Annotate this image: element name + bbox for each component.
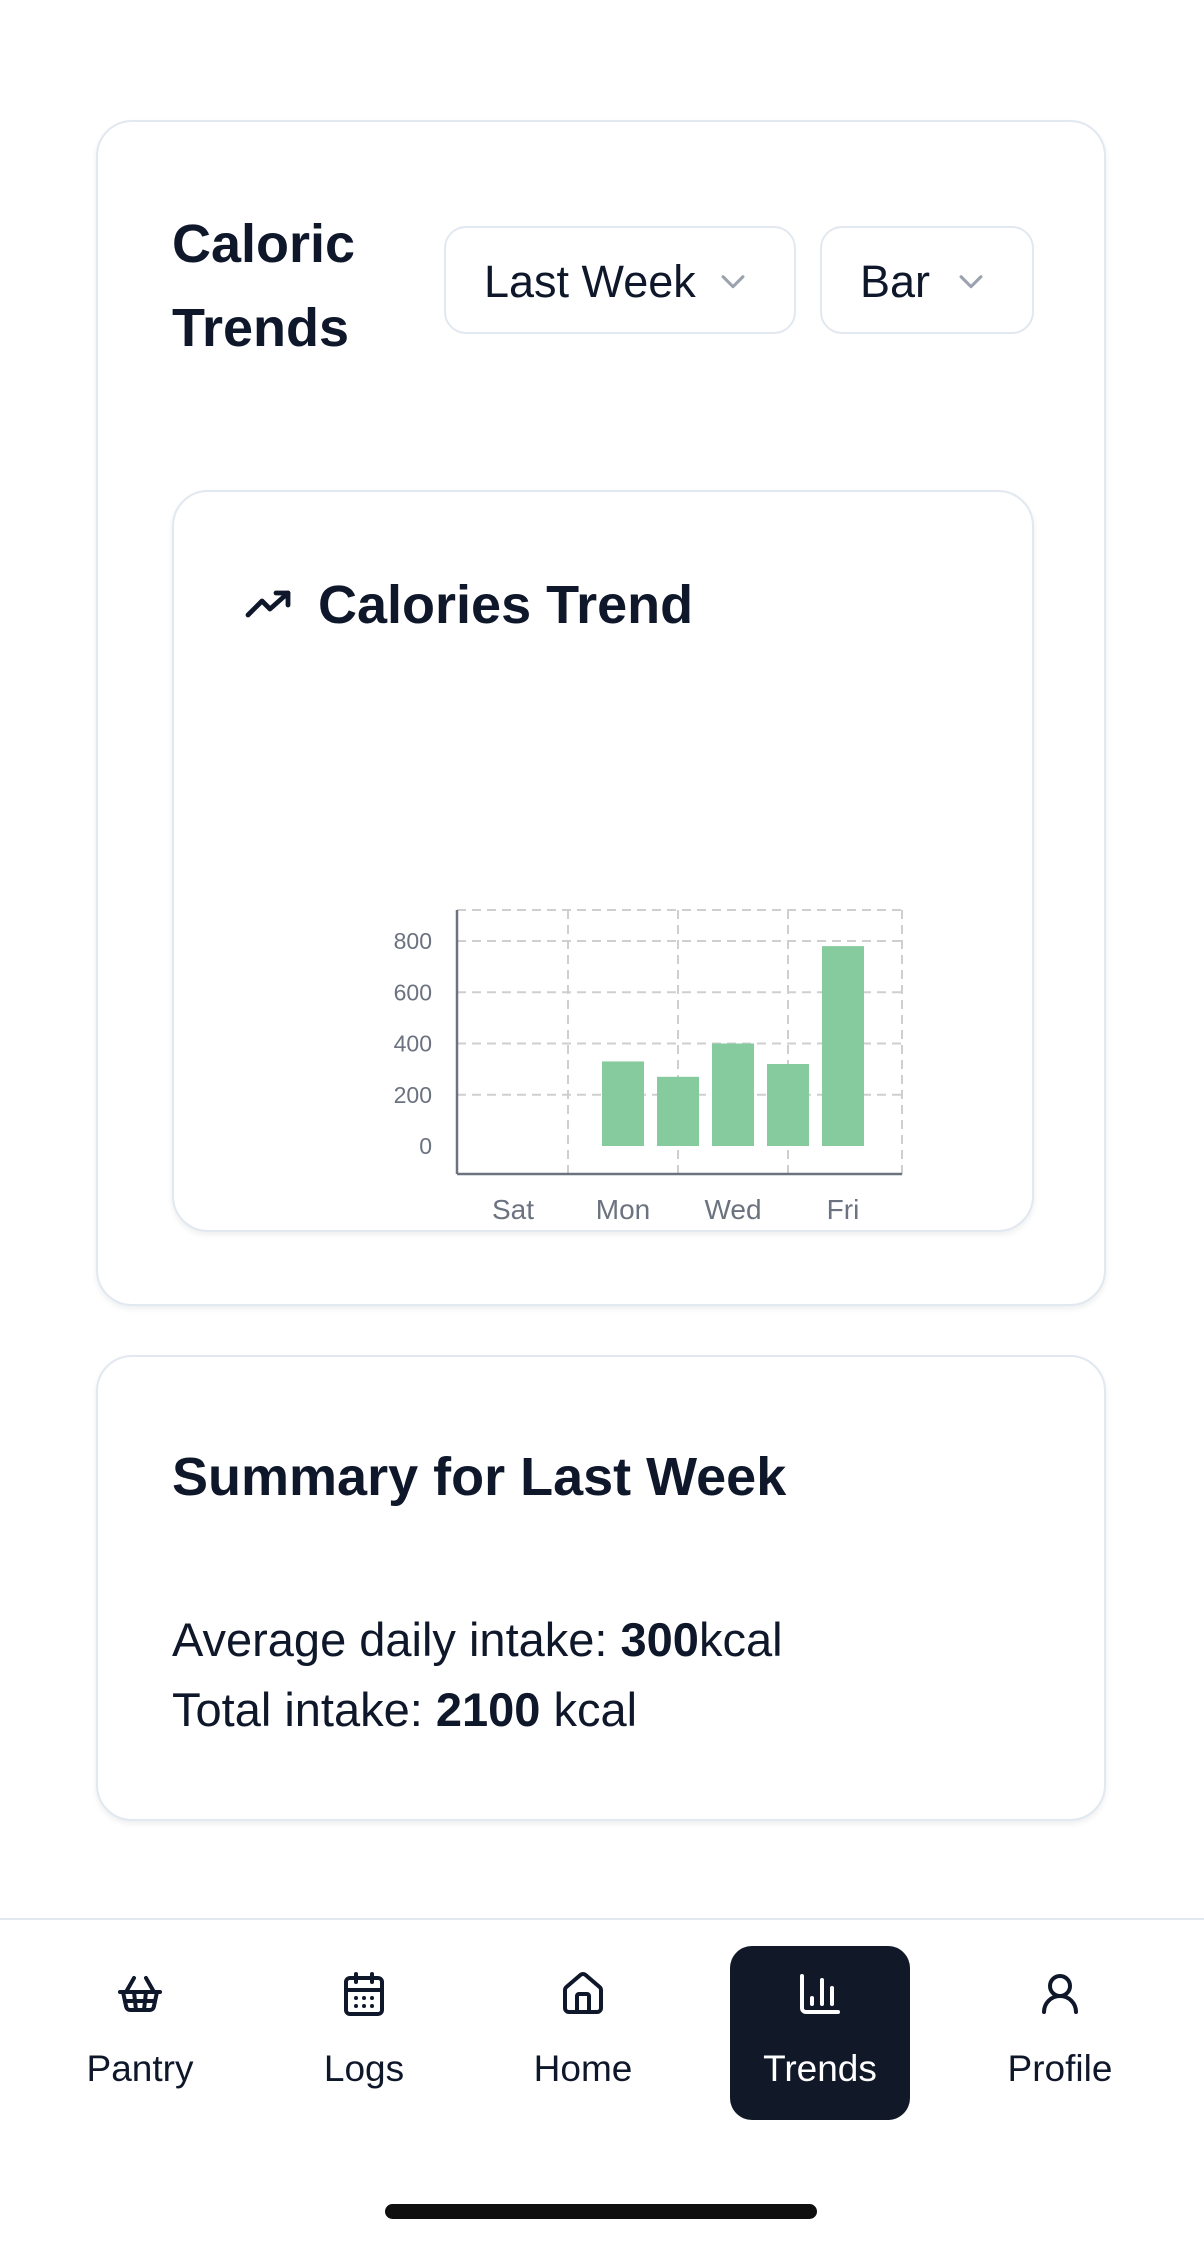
bar-thu [767, 1064, 809, 1146]
nav-label-pantry: Pantry [86, 2048, 194, 2089]
y-tick-label: 400 [394, 1031, 432, 1057]
page-title: Caloric Trends [172, 214, 356, 358]
nav-item-pantry[interactable]: Pantry [60, 1946, 220, 2120]
chevron-down-icon [959, 275, 983, 289]
calories-trend-chart-card: Calories Trend 0 200 400 600 800 Sat Mon Wed Fri [172, 490, 1034, 1232]
x-tick-label: Fri [827, 1194, 860, 1225]
summary-title: Summary for Last Week [172, 1447, 787, 1507]
home-indicator [385, 2204, 817, 2219]
calendar-icon [344, 1972, 384, 2016]
period-select-value: Last Week [484, 256, 696, 307]
bar-wed [712, 1043, 754, 1146]
total-intake-label: Total intake: [172, 1683, 436, 1736]
x-tick-label: Sat [492, 1194, 534, 1225]
y-tick-label: 600 [394, 979, 432, 1005]
bar-chart-icon [800, 1974, 840, 2014]
nav-item-logs[interactable]: Logs [288, 1946, 440, 2120]
caloric-trends-card: Caloric Trends Last Week Bar Calories Tr… [96, 120, 1106, 1306]
average-intake-unit: kcal [698, 1613, 783, 1666]
trending-up-icon [245, 590, 291, 618]
chart-header: Calories Trend [244, 570, 693, 640]
calories-bar-chart: 0 200 400 600 800 Sat Mon Wed Fri [394, 909, 903, 1225]
nav-item-profile[interactable]: Profile [980, 1946, 1140, 2120]
basket-icon [118, 1976, 162, 2012]
nav-label-trends: Trends [763, 2048, 877, 2089]
summary-card: Summary for Last Week Average daily inta… [96, 1355, 1106, 1821]
average-intake-label: Average daily intake: [172, 1613, 621, 1666]
period-select[interactable]: Last Week [444, 226, 796, 334]
bottom-nav: Pantry Logs Home Trends Profile [0, 1918, 1204, 2246]
bar-mon [602, 1061, 644, 1146]
x-tick-label: Mon [596, 1194, 650, 1225]
average-intake-value: 300 [620, 1613, 699, 1666]
home-icon [563, 1972, 603, 2014]
nav-label-logs: Logs [323, 2048, 405, 2089]
y-tick-label: 800 [394, 928, 432, 954]
total-intake-unit: kcal [540, 1683, 638, 1736]
total-intake-value: 2100 [435, 1683, 541, 1736]
bar-fri [822, 946, 864, 1146]
nav-label-home: Home [533, 2048, 633, 2089]
user-icon [1042, 1974, 1078, 2014]
chart-type-select[interactable]: Bar [820, 226, 1034, 334]
nav-label-profile: Profile [1007, 2048, 1113, 2089]
y-tick-label: 200 [394, 1082, 432, 1108]
total-intake-line: Total intake: 2100 kcal [172, 1680, 637, 1740]
chart-type-select-value: Bar [860, 256, 931, 307]
chart-title: Calories Trend [318, 575, 694, 635]
y-tick-label: 0 [419, 1133, 432, 1159]
average-intake-line: Average daily intake: 300kcal [172, 1610, 783, 1670]
x-tick-label: Wed [704, 1194, 761, 1225]
chevron-down-icon [721, 275, 745, 289]
nav-item-home[interactable]: Home [508, 1946, 658, 2120]
bar-tue [657, 1076, 699, 1146]
nav-item-trends[interactable]: Trends [730, 1946, 910, 2120]
